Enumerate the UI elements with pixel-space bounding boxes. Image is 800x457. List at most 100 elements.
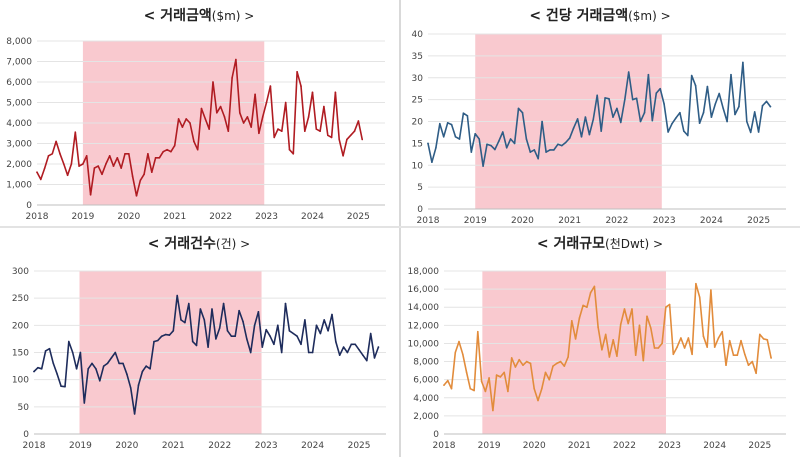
data-point <box>166 148 168 151</box>
data-point <box>122 362 124 365</box>
y-tick-label: 10 <box>412 161 424 171</box>
y-tick-label: 18,000 <box>408 267 440 277</box>
data-point <box>193 140 195 143</box>
data-point <box>454 136 457 138</box>
data-point <box>284 101 287 104</box>
data-point <box>110 357 113 359</box>
x-tick-label: 2021 <box>162 441 185 451</box>
series-line <box>427 61 772 167</box>
data-point <box>761 104 764 107</box>
data-point <box>769 105 772 108</box>
data-point <box>439 122 441 125</box>
data-point <box>687 337 690 339</box>
data-point <box>79 351 82 354</box>
data-point <box>234 335 236 337</box>
x-tick-label: 2025 <box>748 441 771 451</box>
data-point <box>89 194 92 196</box>
data-point <box>675 117 677 119</box>
x-tick-label: 2020 <box>523 441 546 451</box>
data-point <box>315 128 318 130</box>
data-point <box>246 338 248 340</box>
data-point <box>78 165 80 167</box>
data-point <box>64 385 66 388</box>
y-tick-label: 5 <box>417 183 423 193</box>
data-point <box>52 362 55 365</box>
data-point <box>582 304 584 307</box>
data-point <box>753 111 756 113</box>
data-point <box>576 118 579 120</box>
data-point <box>311 351 314 354</box>
data-point <box>492 409 494 412</box>
data-point <box>687 134 689 137</box>
chart-title-main: < 거래건수 <box>148 235 216 252</box>
data-point <box>698 122 701 124</box>
data-point <box>578 317 581 319</box>
x-tick-label: 2024 <box>301 212 324 222</box>
data-point <box>541 120 543 123</box>
vertical-divider <box>399 0 401 457</box>
data-point <box>561 144 563 147</box>
data-point <box>265 328 268 331</box>
data-point <box>250 126 252 128</box>
data-point <box>474 133 476 135</box>
data-point <box>164 333 167 336</box>
data-point <box>728 339 731 342</box>
data-point <box>203 319 206 321</box>
data-point <box>624 98 626 101</box>
data-point <box>661 342 663 345</box>
data-point <box>751 360 754 363</box>
data-point <box>93 167 96 169</box>
data-point <box>507 390 509 393</box>
data-point <box>521 111 524 114</box>
data-point <box>495 374 498 376</box>
data-point <box>257 311 260 313</box>
data-point <box>377 346 380 348</box>
data-point <box>124 153 126 155</box>
data-point <box>369 332 372 335</box>
data-point <box>740 339 742 342</box>
data-point <box>663 103 665 105</box>
data-point <box>59 153 61 155</box>
y-tick-label: 15 <box>412 139 423 149</box>
data-point <box>284 302 287 305</box>
data-point <box>627 322 629 325</box>
data-point <box>354 343 357 346</box>
data-point <box>207 346 209 348</box>
data-point <box>646 315 648 318</box>
chart-panel-deal-size: < 거래규모(천Dwt) > 0 2,000 4,000 6,000 8,000 10,00… <box>400 228 800 457</box>
series-line <box>443 282 772 412</box>
data-point <box>304 130 306 132</box>
x-tick-label: 2021 <box>558 216 581 226</box>
data-point <box>718 92 720 95</box>
data-point <box>596 94 598 97</box>
data-point <box>106 362 109 365</box>
data-point <box>462 112 465 114</box>
data-point <box>280 351 283 354</box>
data-point <box>83 402 86 404</box>
data-point <box>300 85 302 87</box>
data-point <box>227 130 230 132</box>
data-point <box>177 118 180 120</box>
data-point <box>281 130 283 132</box>
data-point <box>239 112 241 114</box>
data-point <box>548 378 551 381</box>
data-point <box>757 131 760 133</box>
data-point <box>725 364 727 366</box>
data-point <box>327 330 329 332</box>
data-point <box>623 308 626 310</box>
series-line <box>36 58 364 197</box>
data-point <box>732 354 735 356</box>
y-tick-label: 2,000 <box>6 160 32 170</box>
data-point <box>33 370 35 373</box>
y-tick-label: 12,000 <box>408 321 440 331</box>
x-tick-label: 2018 <box>23 441 46 451</box>
data-point <box>635 97 638 100</box>
data-point <box>311 91 314 94</box>
data-point <box>139 179 142 182</box>
x-tick-label: 2024 <box>703 441 726 451</box>
data-point <box>120 167 122 169</box>
data-point <box>588 133 591 136</box>
data-point <box>55 140 57 143</box>
